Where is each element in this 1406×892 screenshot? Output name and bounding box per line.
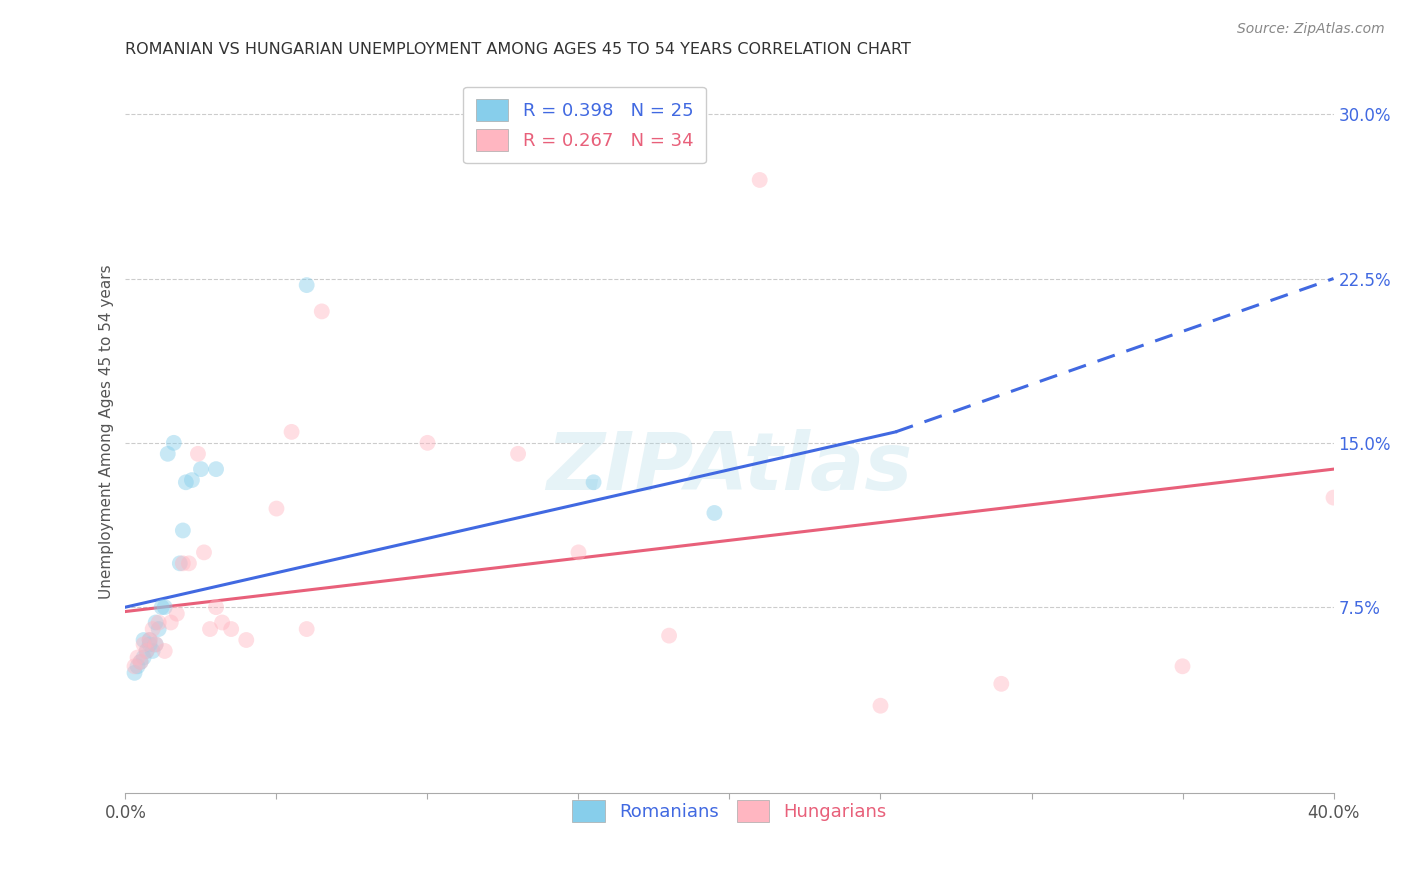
- Point: [311, 304, 333, 318]
- Point: [567, 545, 589, 559]
- Point: [703, 506, 725, 520]
- Point: [129, 655, 152, 669]
- Point: [138, 637, 160, 651]
- Point: [748, 173, 770, 187]
- Point: [295, 622, 318, 636]
- Point: [148, 615, 170, 630]
- Point: [174, 475, 197, 490]
- Point: [153, 644, 176, 658]
- Legend: Romanians, Hungarians: Romanians, Hungarians: [560, 788, 900, 835]
- Point: [156, 447, 179, 461]
- Point: [582, 475, 605, 490]
- Point: [150, 600, 173, 615]
- Text: Source: ZipAtlas.com: Source: ZipAtlas.com: [1237, 22, 1385, 37]
- Point: [295, 278, 318, 293]
- Point: [135, 644, 157, 658]
- Point: [135, 644, 157, 658]
- Point: [205, 600, 228, 615]
- Point: [177, 557, 200, 571]
- Point: [124, 659, 146, 673]
- Point: [211, 615, 233, 630]
- Point: [266, 501, 288, 516]
- Point: [124, 665, 146, 680]
- Point: [416, 435, 439, 450]
- Point: [1322, 491, 1344, 505]
- Point: [145, 637, 167, 651]
- Y-axis label: Unemployment Among Ages 45 to 54 years: Unemployment Among Ages 45 to 54 years: [100, 265, 114, 599]
- Point: [127, 659, 149, 673]
- Point: [153, 600, 176, 615]
- Point: [145, 615, 167, 630]
- Point: [190, 462, 212, 476]
- Point: [1171, 659, 1194, 673]
- Point: [132, 632, 155, 647]
- Point: [193, 545, 215, 559]
- Point: [142, 622, 165, 636]
- Point: [127, 650, 149, 665]
- Point: [169, 557, 191, 571]
- Point: [138, 632, 160, 647]
- Point: [159, 615, 181, 630]
- Point: [219, 622, 242, 636]
- Point: [658, 629, 681, 643]
- Point: [172, 524, 194, 538]
- Point: [280, 425, 302, 439]
- Point: [145, 637, 167, 651]
- Text: ROMANIAN VS HUNGARIAN UNEMPLOYMENT AMONG AGES 45 TO 54 YEARS CORRELATION CHART: ROMANIAN VS HUNGARIAN UNEMPLOYMENT AMONG…: [125, 42, 911, 57]
- Point: [148, 622, 170, 636]
- Point: [198, 622, 221, 636]
- Point: [163, 435, 186, 450]
- Point: [132, 650, 155, 665]
- Point: [180, 473, 202, 487]
- Point: [166, 607, 188, 621]
- Point: [205, 462, 228, 476]
- Point: [506, 447, 529, 461]
- Point: [869, 698, 891, 713]
- Point: [129, 655, 152, 669]
- Point: [132, 637, 155, 651]
- Point: [235, 632, 257, 647]
- Text: ZIPAtlas: ZIPAtlas: [547, 429, 912, 507]
- Point: [172, 557, 194, 571]
- Point: [187, 447, 209, 461]
- Point: [138, 632, 160, 647]
- Point: [990, 677, 1012, 691]
- Point: [142, 644, 165, 658]
